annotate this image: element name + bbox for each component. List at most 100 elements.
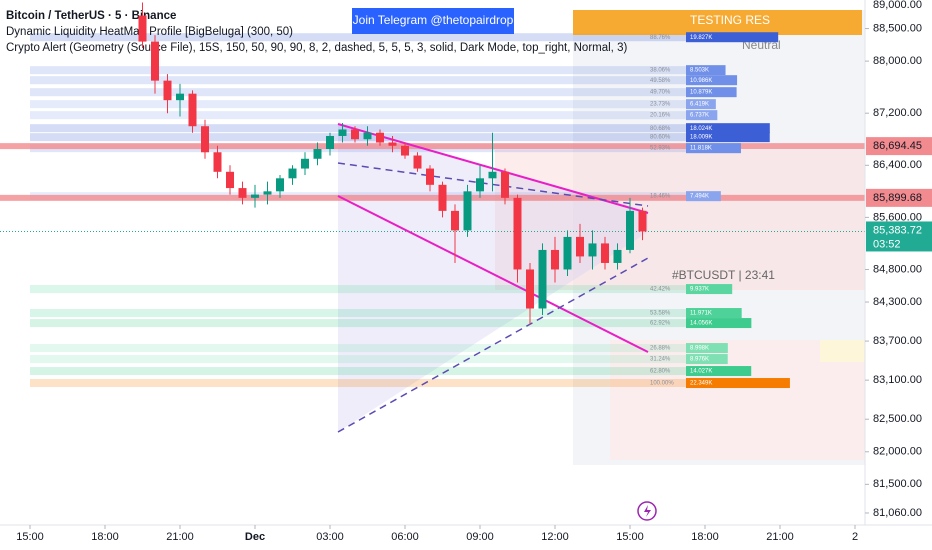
x-tick-label: 2 (852, 531, 858, 543)
candle-body (451, 210, 459, 231)
percent-label: 53.58% (650, 311, 671, 317)
liquidity-label: 18.009K (690, 135, 712, 141)
candle-body (476, 178, 484, 192)
liquidity-band (30, 100, 686, 109)
y-tick-label: 88,000.00 (873, 55, 922, 67)
percent-label: 100.00% (650, 381, 674, 387)
candle-body (563, 236, 572, 270)
y-tick-label: 84,800.00 (873, 263, 922, 275)
percent-label: 49.58% (650, 78, 671, 84)
x-tick-label: 15:00 (616, 531, 644, 543)
candle-body (401, 145, 409, 156)
y-tick-label: 81,500.00 (873, 478, 922, 490)
last-price-tag (866, 221, 932, 252)
liquidity-bar (686, 284, 733, 295)
candle-body (601, 243, 609, 263)
alert-icon[interactable] (637, 501, 657, 521)
candle-body (138, 15, 147, 42)
candle-body (501, 171, 509, 198)
candle-body (151, 41, 159, 81)
y-tick-label: 89,000.00 (873, 0, 922, 11)
candle-body (551, 249, 559, 270)
candle-body (301, 158, 309, 169)
liquidity-bar (686, 99, 716, 110)
liquidity-band (30, 379, 686, 388)
heatmap-zone (820, 340, 865, 362)
candle-body (176, 93, 184, 101)
y-tick-label: 85,600.00 (873, 211, 922, 223)
liquidity-band (30, 319, 686, 328)
liquidity-bar (686, 366, 752, 377)
liquidity-label: 10.986K (690, 78, 712, 84)
level-tag (866, 137, 932, 156)
liquidity-band (30, 76, 686, 85)
alert-icon[interactable] (644, 505, 651, 517)
status-box (573, 10, 862, 35)
candle-body (276, 178, 284, 192)
liquidity-label: 11.818K (690, 146, 712, 152)
liquidity-label: 9.937K (690, 287, 709, 293)
liquidity-label: 10.879K (690, 90, 712, 96)
candle-body (526, 269, 534, 309)
liquidity-bar (686, 32, 779, 43)
status-text: TESTING RES (690, 13, 770, 27)
candle-body (426, 168, 434, 185)
candle-body (163, 80, 172, 101)
candle-body (338, 129, 347, 136)
x-tick-label: 06:00 (391, 531, 419, 543)
candle-body (638, 210, 647, 232)
level-label: 86,694.45 (873, 140, 922, 152)
candle-body (188, 93, 197, 127)
watermark: #BTCUSDT | 23:41 (672, 268, 775, 282)
banner[interactable] (352, 8, 514, 34)
x-tick-label: 21:00 (166, 531, 194, 543)
level-tag (866, 188, 932, 207)
x-tick-label: 12:00 (541, 531, 569, 543)
y-tick-label: 81,060.00 (873, 507, 922, 519)
liquidity-band (30, 124, 686, 133)
liquidity-bar (686, 343, 728, 354)
y-tick-label: 83,700.00 (873, 335, 922, 347)
liquidity-band (30, 355, 686, 364)
banner-text[interactable]: Join Telegram @thetopairdrop (353, 13, 514, 27)
y-tick-label: 84,300.00 (873, 296, 922, 308)
liquidity-bar (686, 87, 737, 98)
percent-label: 80.68% (650, 126, 671, 132)
candle-body (376, 132, 384, 143)
level-band (0, 143, 865, 150)
y-tick-label: 87,200.00 (873, 107, 922, 119)
liquidity-label: 8.998K (690, 346, 709, 352)
liquidity-bar (686, 75, 738, 86)
candle-body (438, 184, 447, 211)
liquidity-label: 8.503K (690, 68, 709, 74)
liquidity-label: 11.971K (690, 311, 712, 317)
percent-label: 62.80% (650, 369, 671, 375)
candle-body (326, 135, 334, 150)
liquidity-bar (686, 110, 718, 121)
x-tick-label: Dec (245, 531, 265, 543)
candle-body (351, 129, 359, 140)
liquidity-bar (686, 65, 726, 76)
liquidity-label: 14.027K (690, 369, 712, 375)
countdown: 03:52 (873, 238, 901, 250)
candle-body (513, 197, 522, 270)
liquidity-bar (686, 308, 742, 319)
candle-body (626, 210, 634, 250)
percent-label: 38.06% (650, 68, 671, 74)
liquidity-label: 7.494K (690, 194, 709, 200)
percent-label: 49.70% (650, 90, 671, 96)
last-price-label: 85,383.72 (873, 224, 922, 236)
candle-body (613, 249, 622, 263)
candle-body (201, 126, 209, 153)
x-tick-label: 15:00 (16, 531, 44, 543)
candle-body (463, 191, 472, 231)
candle-body (388, 142, 397, 146)
liquidity-label: 22.349K (690, 381, 712, 387)
candle-body (488, 171, 497, 179)
y-tick-label: 88,500.00 (873, 22, 922, 34)
liquidity-label: 18.024K (690, 126, 712, 132)
x-tick-label: 18:00 (91, 531, 119, 543)
indicator: Dynamic Liquidity HeatMap Profile [BigBe… (6, 26, 293, 38)
